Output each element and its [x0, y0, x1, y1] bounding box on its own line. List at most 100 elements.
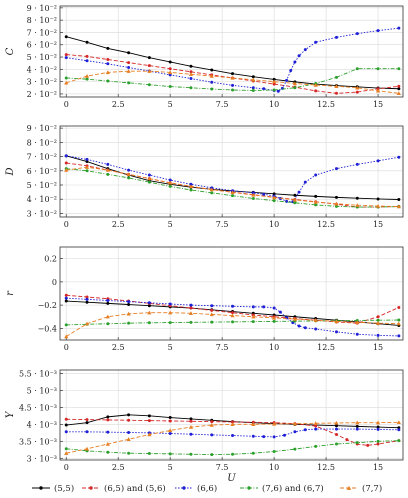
data-point [355, 427, 359, 431]
data-point [85, 40, 89, 44]
data-point [292, 316, 298, 321]
x-tick-label: 7.5 [216, 220, 229, 229]
data-point [210, 191, 214, 195]
data-point [64, 154, 68, 158]
x-tick-label: 0 [64, 220, 69, 229]
data-point [64, 80, 69, 85]
data-point [313, 318, 318, 322]
data-point [209, 422, 214, 427]
series-line [66, 168, 399, 208]
data-point [147, 69, 152, 73]
y-tick-label: −0.4 [38, 324, 57, 333]
data-point [189, 417, 193, 421]
x-tick-label: 12.5 [317, 343, 335, 352]
data-point [303, 326, 307, 330]
data-point [397, 67, 401, 71]
data-point [147, 419, 151, 423]
data-point [314, 203, 318, 207]
data-point [251, 451, 255, 455]
legend-item: (7,6) and (6,7) [240, 483, 324, 494]
x-tick-label: 15 [373, 100, 383, 109]
data-point [85, 430, 89, 434]
y-tick-label: 3 · 10⁻² [27, 209, 57, 218]
data-point [292, 421, 298, 426]
data-point [127, 451, 131, 455]
data-point [64, 76, 68, 80]
data-point [334, 319, 339, 324]
data-point [289, 69, 293, 73]
data-point [272, 319, 276, 323]
plot-frame [59, 246, 404, 341]
data-point [375, 203, 381, 208]
data-point [303, 428, 307, 432]
y-tick-label: 5.5 · 10⁻³ [19, 369, 57, 378]
data-point [292, 197, 298, 202]
data-point [251, 422, 256, 427]
data-point [231, 311, 235, 315]
data-point [376, 333, 380, 337]
data-point [366, 443, 370, 447]
data-point [147, 414, 151, 418]
x-tick-label: 0 [64, 343, 69, 352]
x-tick-label: 2.5 [112, 463, 125, 472]
data-point [85, 160, 89, 164]
x-tick-label: 7.5 [216, 463, 229, 472]
x-tick-label: 12.5 [317, 463, 335, 472]
data-point [314, 327, 318, 331]
y-tick-label: 9 · 10⁻² [27, 124, 57, 133]
data-point [168, 184, 172, 188]
data-point [168, 310, 173, 315]
data-point [231, 194, 235, 198]
legend-item: (7,7) [340, 483, 382, 494]
data-point [85, 169, 89, 173]
data-point [276, 89, 280, 93]
data-point [84, 73, 90, 78]
data-point [293, 193, 297, 197]
data-point [262, 305, 266, 309]
data-point [147, 83, 151, 87]
data-point [168, 416, 172, 420]
data-point [334, 424, 338, 428]
data-point [147, 64, 151, 68]
x-tick-label: 2.5 [112, 343, 125, 352]
data-point [355, 162, 359, 166]
data-point [168, 180, 173, 185]
data-point [189, 320, 193, 324]
data-point [127, 176, 131, 180]
y-tick-label: −0.2 [38, 301, 57, 310]
x-tick-label: 10 [269, 463, 279, 472]
data-point [106, 79, 110, 83]
data-point [334, 433, 338, 437]
y-axis-label: Y [5, 410, 16, 418]
data-point [210, 453, 214, 457]
data-point [251, 191, 255, 195]
x-tick-label: 10 [269, 220, 279, 229]
data-point [293, 447, 297, 451]
y-tick-label: 7 · 10⁻² [27, 153, 57, 162]
x-tick-label: 10 [269, 100, 279, 109]
data-point [297, 190, 301, 194]
data-point [210, 420, 214, 424]
data-point [64, 299, 68, 303]
data-point [397, 198, 401, 202]
data-point [251, 77, 256, 82]
data-point [209, 187, 214, 192]
data-point [314, 424, 318, 428]
data-point [64, 296, 68, 300]
data-point [106, 322, 110, 326]
data-point [127, 303, 131, 307]
data-point [84, 165, 90, 169]
data-point [355, 441, 359, 445]
data-point [168, 452, 172, 456]
data-point [106, 298, 110, 302]
data-point [64, 430, 68, 434]
x-tick-label: 12.5 [317, 100, 335, 109]
data-point [85, 297, 89, 301]
data-point [126, 437, 131, 441]
data-point [397, 84, 401, 88]
data-point [355, 85, 360, 90]
data-point [85, 421, 89, 425]
data-point [64, 293, 68, 297]
data-point [272, 82, 276, 86]
data-point [293, 201, 297, 205]
